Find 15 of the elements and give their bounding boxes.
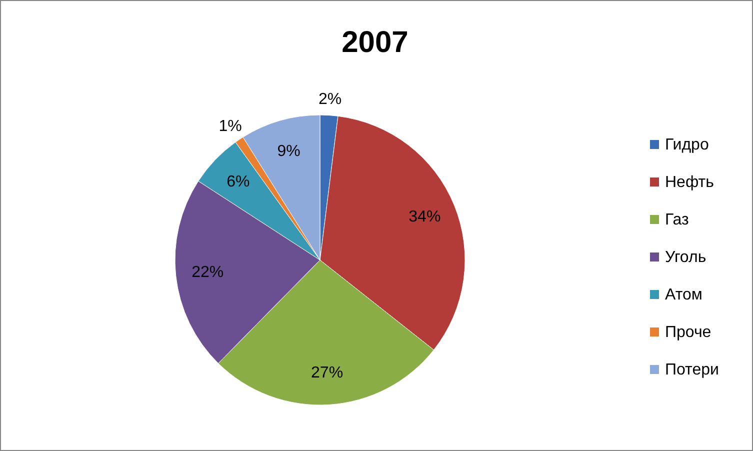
legend-label: Газ <box>665 212 689 228</box>
data-label: 2% <box>318 90 342 108</box>
data-label: 27% <box>311 364 344 382</box>
data-label: 9% <box>277 142 300 160</box>
data-label: 22% <box>192 264 224 281</box>
chart-title: 2007 <box>342 26 408 59</box>
legend-label: Потери <box>665 362 719 378</box>
legend-label: Проче <box>665 324 712 341</box>
data-label: 34% <box>408 208 441 226</box>
legend-label: Уголь <box>665 249 706 266</box>
legend-label: Нефть <box>665 174 714 191</box>
legend-label: Атом <box>665 286 702 304</box>
legend-label: Гидро <box>665 136 709 154</box>
data-label: 1% <box>218 118 242 135</box>
data-label: 6% <box>226 173 250 190</box>
